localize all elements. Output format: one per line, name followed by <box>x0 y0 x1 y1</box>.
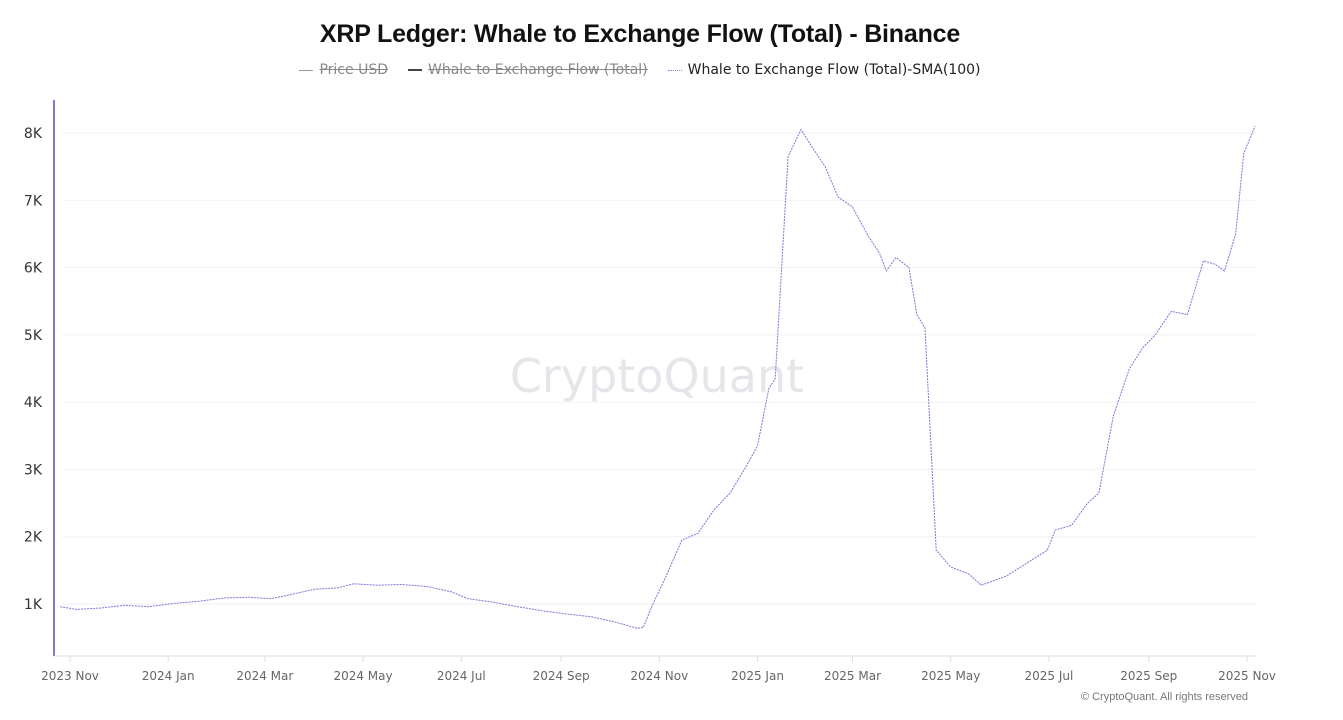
x-axis-ticks: 2023 Nov 2024 Jan 2024 Mar 2024 May 2024 Jul… <box>41 656 1276 683</box>
legend-swatch-line-icon <box>299 69 314 71</box>
legend-item-price-usd[interactable]: Price USD <box>299 62 388 78</box>
legend-swatch-line-icon <box>408 69 422 71</box>
x-tick-label: 2025 Jan <box>731 669 784 683</box>
x-tick-label: 2024 Jul <box>437 669 486 683</box>
x-tick-label: 2024 May <box>333 669 392 683</box>
y-tick-label: 2K <box>24 530 43 546</box>
x-tick-label: 2023 Nov <box>41 669 99 683</box>
y-tick-label: 4K <box>24 395 43 411</box>
x-tick-label: 2024 Mar <box>236 669 293 683</box>
gridlines <box>62 132 1256 605</box>
legend-label: Whale to Exchange Flow (Total)-SMA(100) <box>687 62 981 78</box>
sma-series-line <box>60 126 1256 629</box>
x-tick-label: 2025 Sep <box>1120 669 1177 683</box>
x-tick-label: 2024 Jan <box>142 669 195 683</box>
chart-title: XRP Ledger: Whale to Exchange Flow (Tota… <box>319 20 961 48</box>
x-tick-label: 2025 May <box>921 669 980 683</box>
watermark: CryptoQuant <box>510 349 804 403</box>
y-tick-label: 7K <box>24 193 43 209</box>
legend-swatch-dotted-line-icon <box>667 69 682 71</box>
y-tick-label: 8K <box>24 126 43 142</box>
y-tick-label: 5K <box>24 328 43 344</box>
legend: Price USD Whale to Exchange Flow (Total)… <box>0 62 1280 78</box>
x-tick-label: 2024 Nov <box>630 669 688 683</box>
legend-label: Whale to Exchange Flow (Total) <box>428 62 648 78</box>
x-tick-label: 2024 Sep <box>533 669 590 683</box>
legend-item-whale-flow[interactable]: Whale to Exchange Flow (Total) <box>408 62 648 78</box>
y-tick-label: 3K <box>24 462 43 478</box>
copyright-credit: © CryptoQuant. All rights reserved <box>1080 691 1248 703</box>
y-axis-ticks: 1K 2K 3K 4K 5K 6K 7K 8K <box>24 126 43 613</box>
y-tick-label: 1K <box>24 597 43 613</box>
legend-label: Price USD <box>319 62 388 78</box>
y-tick-label: 6K <box>24 261 43 277</box>
x-tick-label: 2025 Nov <box>1218 669 1276 683</box>
x-tick-label: 2025 Jul <box>1025 669 1074 683</box>
legend-item-whale-flow-sma[interactable]: Whale to Exchange Flow (Total)-SMA(100) <box>667 62 981 78</box>
x-tick-label: 2025 Mar <box>824 669 881 683</box>
